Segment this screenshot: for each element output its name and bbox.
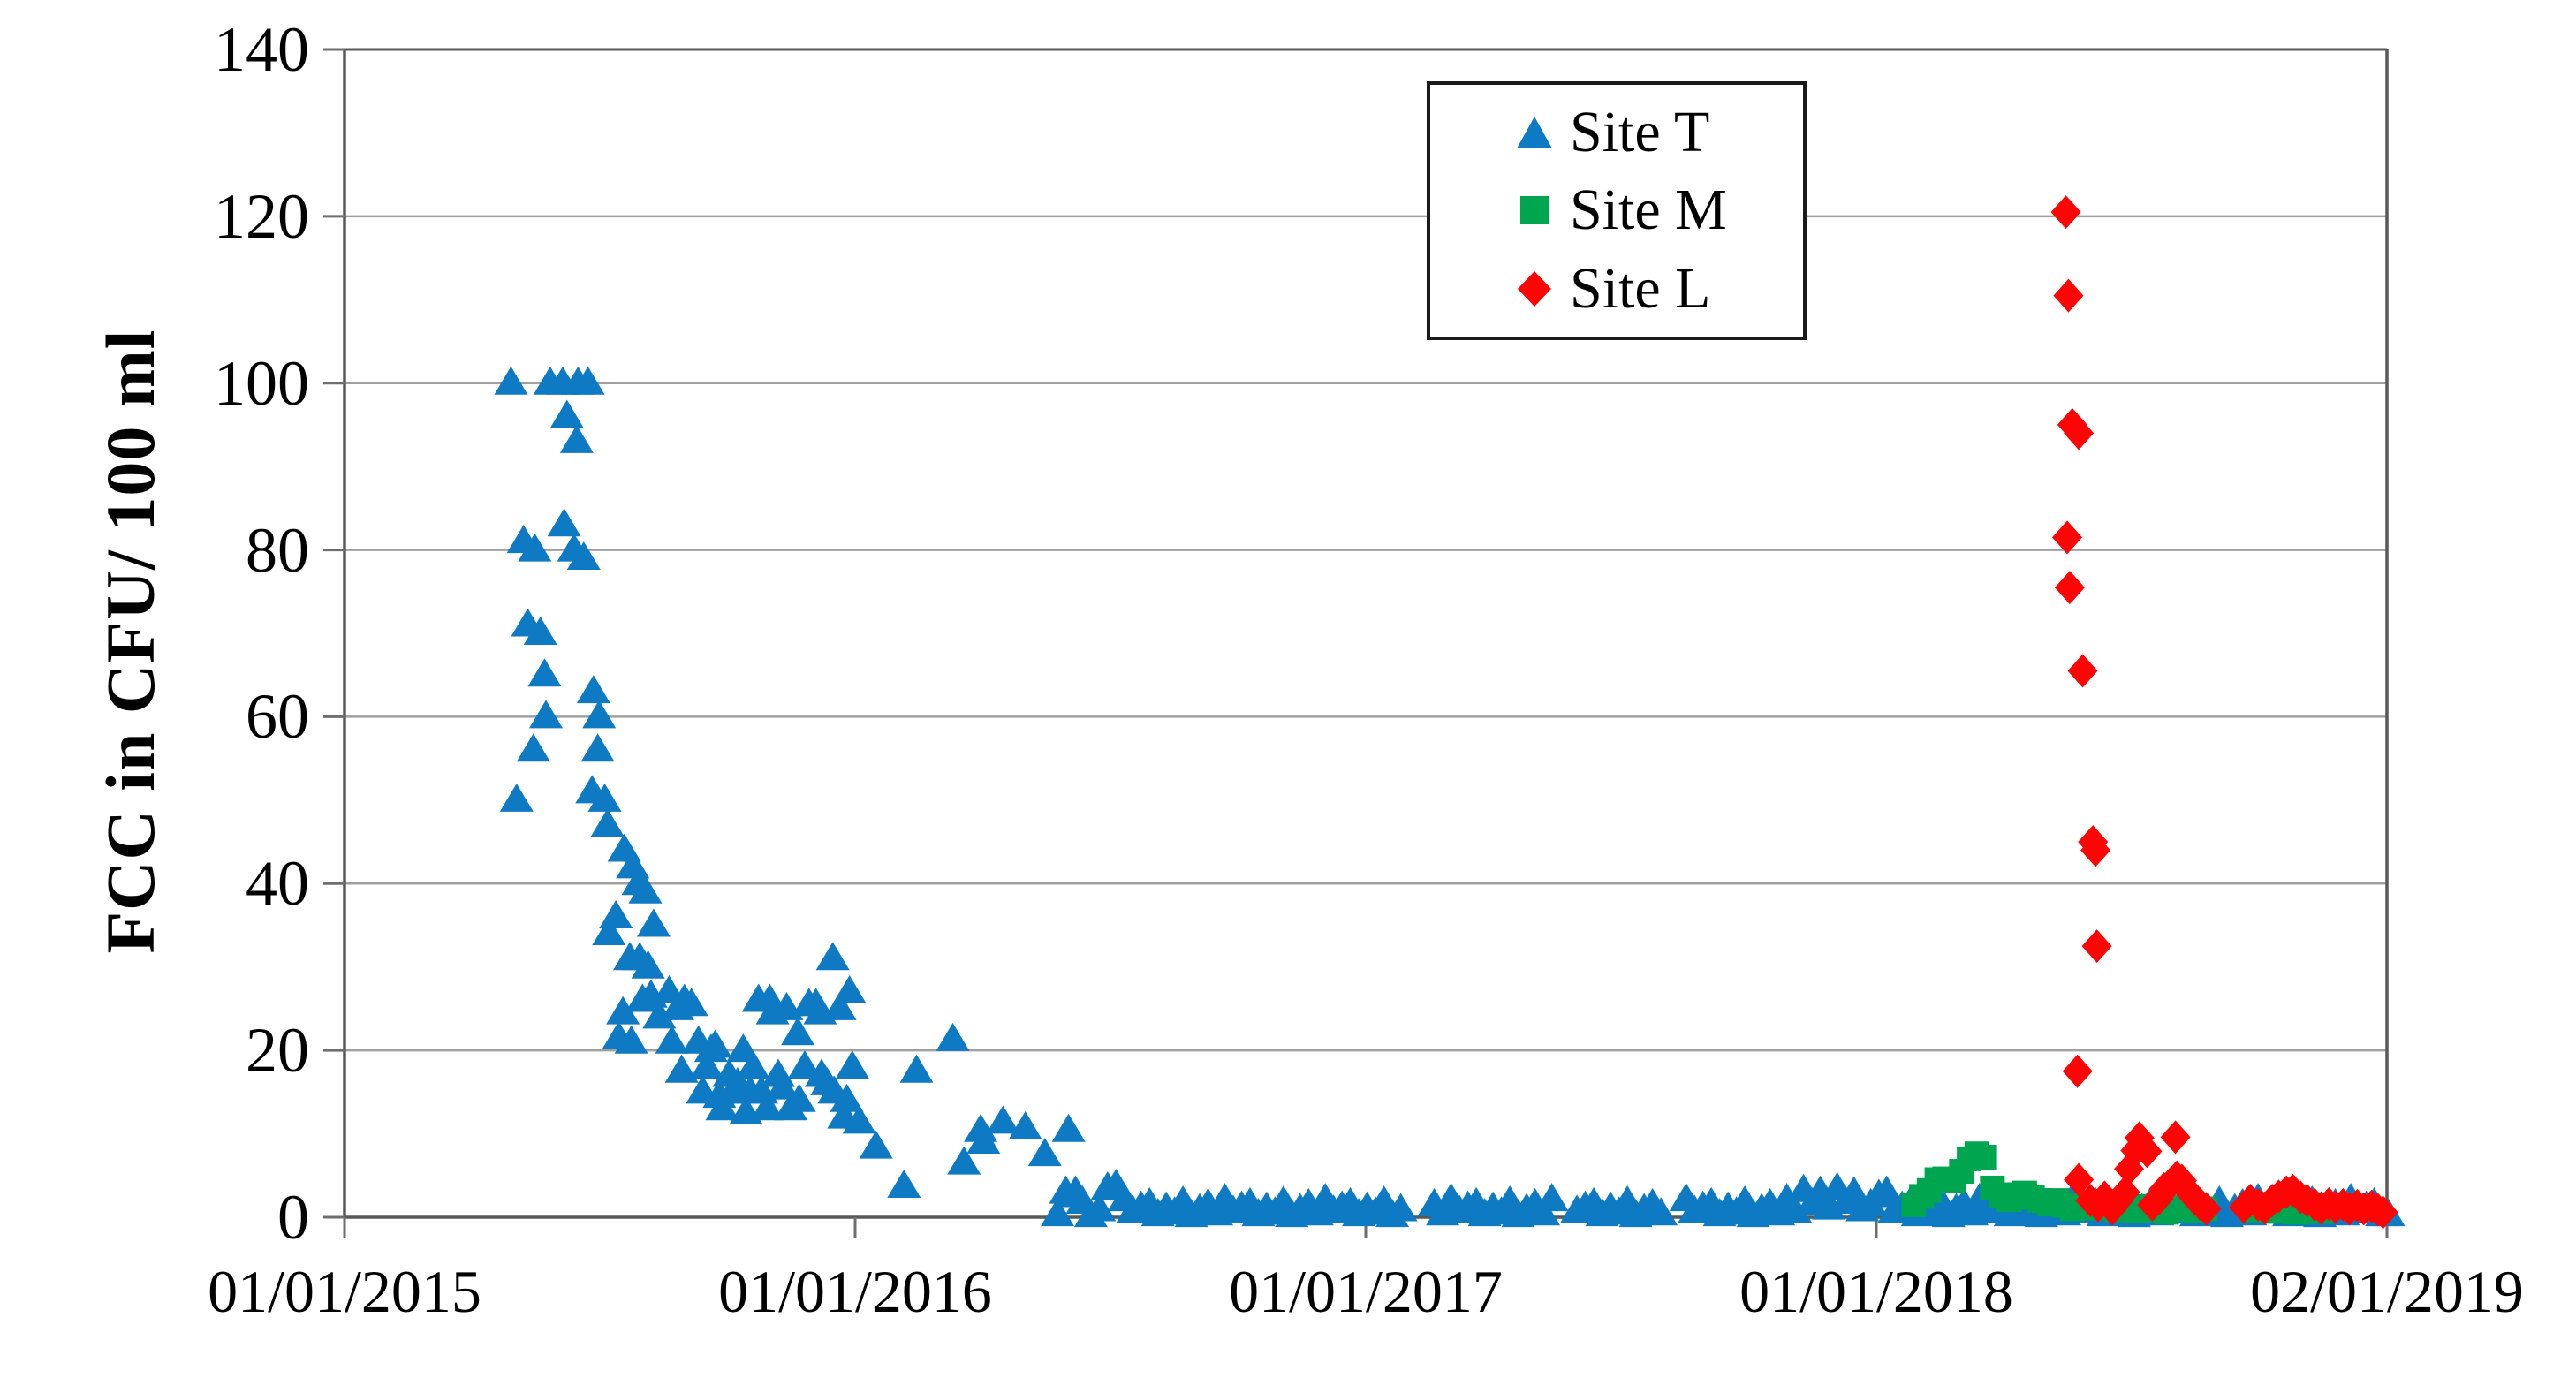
legend-item-site-t: Site T — [1515, 101, 1803, 164]
y-tick-label: 80 — [246, 514, 309, 586]
x-tick-label: 01/01/2017 — [1229, 1258, 1503, 1325]
legend: Site T Site M Site L — [1427, 81, 1807, 340]
y-tick-label: 140 — [214, 14, 309, 85]
legend-item-site-m: Site M — [1515, 178, 1803, 242]
legend-item-site-l: Site L — [1515, 257, 1803, 321]
x-tick-label: 02/01/2019 — [2250, 1258, 2524, 1325]
series-site-t — [494, 366, 2406, 1228]
y-tick-label: 120 — [214, 180, 309, 252]
legend-label: Site L — [1570, 255, 1711, 321]
y-tick-label: 60 — [246, 681, 309, 753]
x-tick-label: 01/01/2016 — [718, 1258, 992, 1325]
x-tick-label: 01/01/2015 — [208, 1258, 481, 1325]
y-axis-title: FCC in CFU/ 100 ml — [92, 329, 169, 954]
legend-label: Site M — [1570, 178, 1727, 243]
plot-frame — [343, 48, 2389, 1219]
series-site-l — [2050, 195, 2398, 1230]
y-tick-label: 20 — [246, 1015, 309, 1086]
square-marker-icon — [1520, 196, 1549, 225]
legend-label: Site T — [1570, 100, 1710, 165]
y-tick-label: 100 — [214, 347, 309, 419]
x-tick-label: 01/01/2018 — [1739, 1258, 2013, 1325]
axis-ticks — [323, 48, 2389, 1238]
diamond-marker-icon — [1518, 270, 1551, 307]
triangle-marker-icon — [1517, 117, 1552, 149]
y-tick-label: 0 — [277, 1182, 309, 1253]
y-tick-label: 40 — [246, 848, 309, 920]
